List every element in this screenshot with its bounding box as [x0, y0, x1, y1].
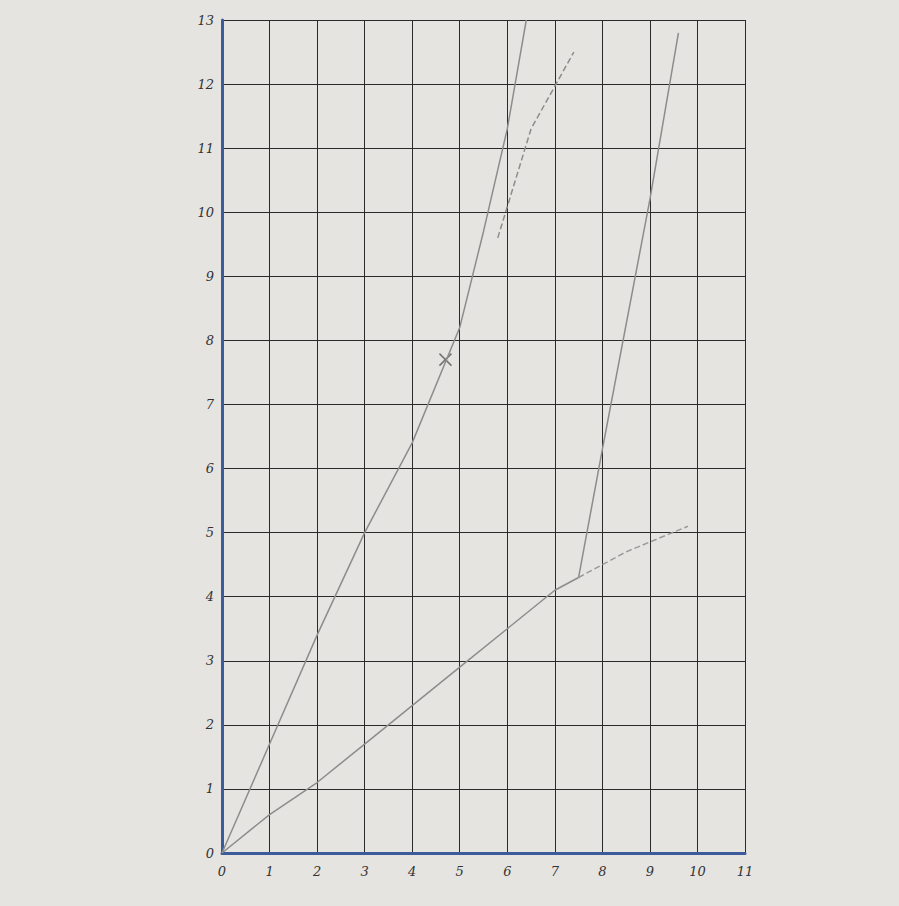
svg-text:6: 6 [503, 864, 511, 879]
svg-text:3: 3 [206, 653, 214, 668]
svg-text:10: 10 [689, 864, 706, 879]
svg-text:1: 1 [265, 864, 273, 879]
svg-text:6: 6 [206, 461, 214, 476]
svg-text:0: 0 [206, 846, 214, 861]
svg-text:4: 4 [205, 589, 214, 604]
svg-text:12: 12 [197, 77, 214, 92]
svg-text:9: 9 [646, 864, 654, 879]
svg-text:7: 7 [551, 864, 560, 879]
svg-text:4: 4 [407, 864, 416, 879]
svg-text:9: 9 [206, 269, 214, 284]
svg-text:1: 1 [206, 781, 214, 796]
svg-text:3: 3 [360, 864, 368, 879]
svg-text:5: 5 [206, 525, 214, 540]
svg-text:7: 7 [206, 397, 215, 412]
svg-text:13: 13 [197, 13, 214, 28]
svg-text:5: 5 [456, 864, 464, 879]
svg-text:8: 8 [206, 333, 214, 348]
svg-text:10: 10 [197, 205, 214, 220]
svg-text:0: 0 [218, 864, 226, 879]
svg-text:11: 11 [737, 864, 754, 879]
svg-text:11: 11 [197, 141, 214, 156]
svg-text:2: 2 [205, 717, 214, 732]
svg-text:8: 8 [598, 864, 606, 879]
svg-text:2: 2 [312, 864, 321, 879]
